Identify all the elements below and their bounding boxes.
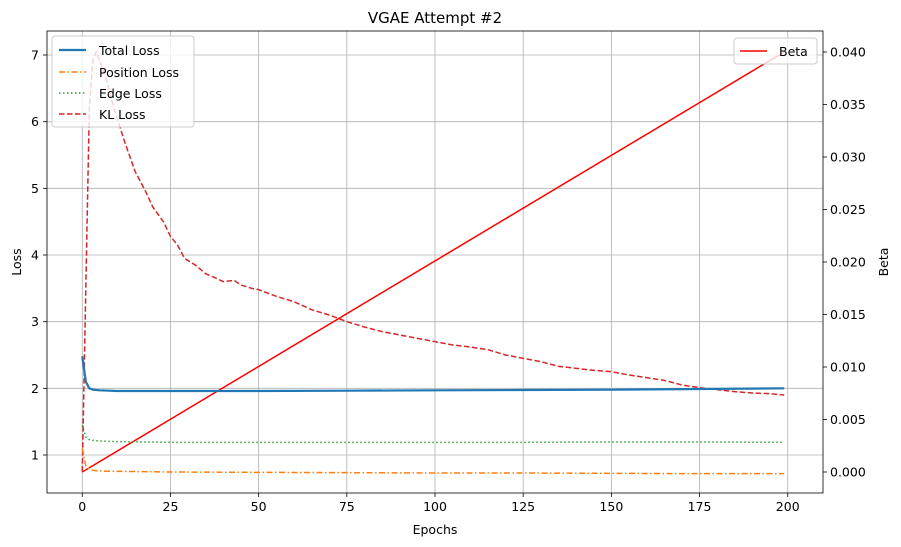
legend-left-box xyxy=(51,35,195,128)
y-tick-label: 4 xyxy=(31,248,39,263)
series-line-position-loss xyxy=(81,448,785,475)
series-line-edge-loss xyxy=(81,424,785,444)
x-tick-label: 100 xyxy=(423,499,447,514)
legend-label-edge-loss: Edge Loss xyxy=(99,86,162,101)
x-tick-label: 150 xyxy=(599,499,623,514)
legend-right: Beta xyxy=(733,37,818,65)
x-tick-label: 75 xyxy=(339,499,355,514)
y2-tick-label: 0.040 xyxy=(830,45,866,60)
legend-label-beta: Beta xyxy=(779,44,808,59)
series-line-total-loss xyxy=(81,356,785,393)
y2-tick-label: 0.000 xyxy=(830,465,866,480)
legend-label-position-loss: Position Loss xyxy=(99,65,179,80)
y-axis-label: Loss xyxy=(9,248,24,275)
y2-tick-label: 0.005 xyxy=(830,412,866,427)
y2-tick-label: 0.010 xyxy=(830,360,866,375)
y-tick-label: 5 xyxy=(31,181,39,196)
y-tick-label: 3 xyxy=(31,314,39,329)
y-tick-label: 2 xyxy=(31,381,39,396)
y2-tick-label: 0.025 xyxy=(830,202,866,217)
chart-title: VGAE Attempt #2 xyxy=(368,9,502,27)
axis-ticks: 0 25 50 75 100 125 150 175 200 1 2 3 4 5 6 7 0.000 0.005 0… xyxy=(31,45,866,515)
y-tick-label: 1 xyxy=(31,448,39,463)
y-tick-label: 6 xyxy=(31,114,39,129)
y2-axis-label: Beta xyxy=(876,248,891,277)
y2-tick-label: 0.015 xyxy=(830,307,866,322)
legend-label-kl-loss: KL Loss xyxy=(99,107,146,122)
x-tick-label: 0 xyxy=(78,499,86,514)
x-tick-label: 125 xyxy=(511,499,535,514)
x-axis-label: Epochs xyxy=(413,522,458,537)
legend-left: Total Loss Position Loss Edge Loss KL Lo… xyxy=(51,35,195,128)
x-tick-label: 200 xyxy=(776,499,800,514)
y-tick-label: 7 xyxy=(31,48,39,63)
legend-label-total-loss: Total Loss xyxy=(98,43,160,58)
x-tick-label: 25 xyxy=(163,499,179,514)
series-line-beta xyxy=(81,51,785,473)
y2-tick-label: 0.035 xyxy=(830,97,866,112)
x-tick-label: 175 xyxy=(688,499,712,514)
series-lines xyxy=(81,50,785,475)
series-line-kl-loss xyxy=(81,50,785,472)
y2-tick-label: 0.030 xyxy=(830,150,866,165)
legend-right-box xyxy=(733,37,818,65)
y2-tick-label: 0.020 xyxy=(830,255,866,270)
x-tick-label: 50 xyxy=(251,499,267,514)
